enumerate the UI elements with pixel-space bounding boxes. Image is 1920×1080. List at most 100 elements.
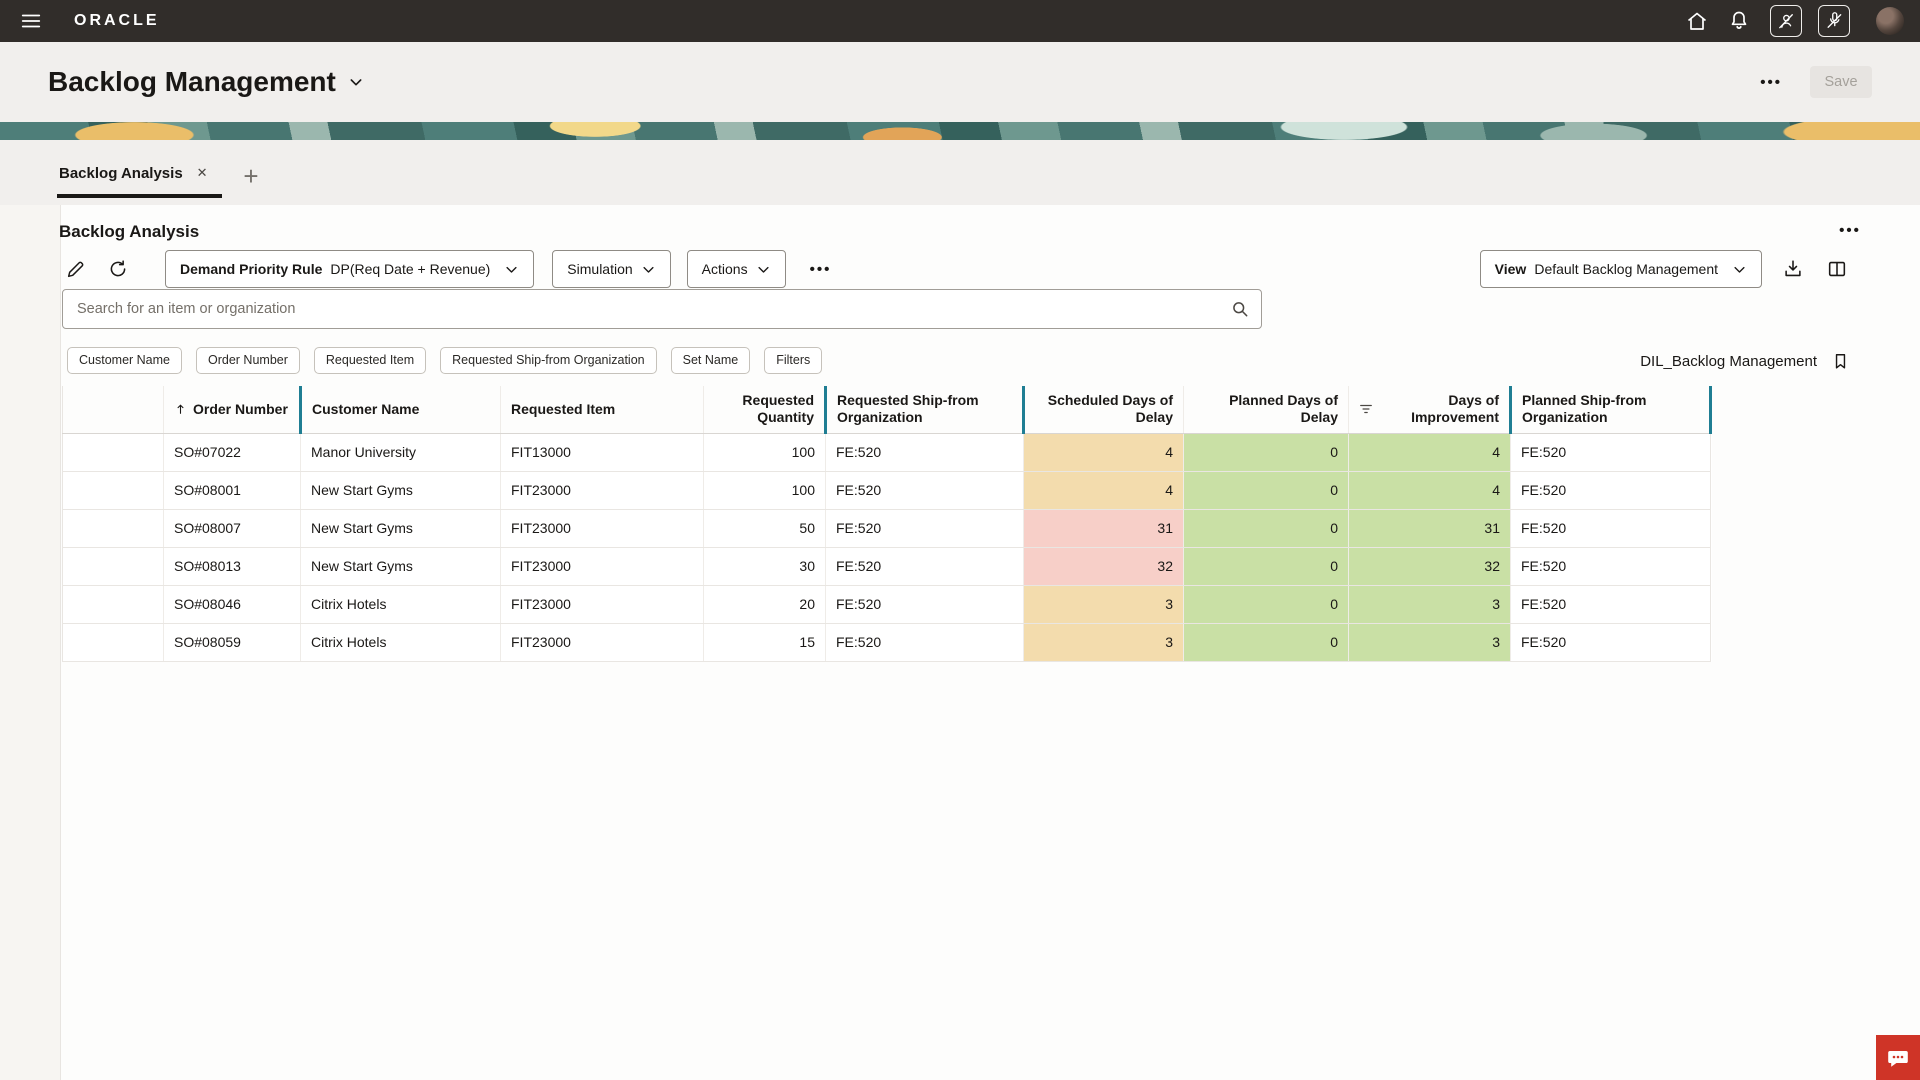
cell-planned-days-of-delay: 0 <box>1184 585 1349 623</box>
cell-requested-quantity: 20 <box>704 585 826 623</box>
section-title: Backlog Analysis <box>59 222 199 242</box>
col-header-requested-quantity[interactable]: Requested Quantity <box>704 386 826 433</box>
notifications-bell-icon[interactable] <box>1724 6 1754 36</box>
chevron-down-icon <box>504 262 519 277</box>
chip-order-number[interactable]: Order Number <box>196 347 300 374</box>
demand-priority-rule-dropdown[interactable]: Demand Priority Rule DP(Req Date + Reven… <box>165 250 534 288</box>
cell-planned-days-of-delay: 0 <box>1184 509 1349 547</box>
cell-scheduled-days-of-delay: 32 <box>1024 547 1184 585</box>
col-header-order-number[interactable]: Order Number <box>164 386 301 433</box>
chip-customer-name[interactable]: Customer Name <box>67 347 182 374</box>
tab-strip: Backlog Analysis ✕ + <box>0 140 1920 205</box>
backlog-table: Order Number Customer Name Requested Ite… <box>62 386 1712 662</box>
chip-requested-item[interactable]: Requested Item <box>314 347 426 374</box>
chat-feedback-button[interactable] <box>1876 1035 1920 1080</box>
page-overflow-menu-icon[interactable]: ••• <box>1760 75 1782 90</box>
section-overflow-menu-icon[interactable]: ••• <box>1830 214 1870 246</box>
cell-days-of-improvement: 4 <box>1349 433 1511 471</box>
bookmark-icon[interactable] <box>1831 352 1850 371</box>
col-header-requested-ship-from-organization[interactable]: Requested Ship-from Organization <box>826 386 1024 433</box>
table-row[interactable]: SO#08007 New Start Gyms FIT23000 50 FE:5… <box>63 509 1711 547</box>
cell-planned-days-of-delay: 0 <box>1184 623 1349 661</box>
cell-planned-days-of-delay: 0 <box>1184 547 1349 585</box>
split-columns-icon[interactable] <box>1824 256 1850 282</box>
decorative-banner <box>0 122 1920 140</box>
col-header-customer-name[interactable]: Customer Name <box>301 386 501 433</box>
col-header-planned-days-of-delay[interactable]: Planned Days of Delay <box>1184 386 1349 433</box>
download-icon[interactable] <box>1780 256 1806 282</box>
page-header: Backlog Management ••• Save <box>0 42 1920 122</box>
chip-set-name[interactable]: Set Name <box>671 347 751 374</box>
table-row[interactable]: SO#08059 Citrix Hotels FIT23000 15 FE:52… <box>63 623 1711 661</box>
global-topbar: ORACLE <box>0 0 1920 42</box>
cell-planned-ship-from-org: FE:520 <box>1511 585 1711 623</box>
tab-close-icon[interactable]: ✕ <box>197 165 208 181</box>
cell-requested-item: FIT23000 <box>501 585 704 623</box>
cell-requested-ship-from-org: FE:520 <box>826 433 1024 471</box>
search-icon[interactable] <box>1230 299 1250 319</box>
filter-list-icon[interactable] <box>1359 403 1373 415</box>
add-tab-button[interactable]: + <box>238 164 264 190</box>
cell-requested-quantity: 15 <box>704 623 826 661</box>
cell-customer-name: New Start Gyms <box>301 509 501 547</box>
cell-scheduled-days-of-delay: 3 <box>1024 623 1184 661</box>
cell-scheduled-days-of-delay: 31 <box>1024 509 1184 547</box>
view-dropdown[interactable]: View Default Backlog Management <box>1480 250 1762 288</box>
filter-chip-row: Customer Name Order Number Requested Ite… <box>67 347 822 374</box>
cell-customer-name: New Start Gyms <box>301 547 501 585</box>
toolbar-overflow-menu-icon[interactable]: ••• <box>810 262 832 277</box>
page-title-dropdown[interactable]: Backlog Management <box>48 66 364 98</box>
tab-backlog-analysis[interactable]: Backlog Analysis ✕ <box>57 152 222 198</box>
view-value: Default Backlog Management <box>1534 261 1718 277</box>
cell-order-number: SO#08007 <box>164 509 301 547</box>
table-row[interactable]: SO#08013 New Start Gyms FIT23000 30 FE:5… <box>63 547 1711 585</box>
cell-planned-days-of-delay: 0 <box>1184 433 1349 471</box>
cell-requested-ship-from-org: FE:520 <box>826 509 1024 547</box>
table-row[interactable]: SO#07022 Manor University FIT13000 100 F… <box>63 433 1711 471</box>
cell-planned-ship-from-org: FE:520 <box>1511 623 1711 661</box>
page-header-actions: ••• Save <box>1760 66 1872 98</box>
chip-requested-ship-from-organization[interactable]: Requested Ship-from Organization <box>440 347 656 374</box>
cell-customer-name: New Start Gyms <box>301 471 501 509</box>
cell-planned-ship-from-org: FE:520 <box>1511 433 1711 471</box>
save-button[interactable]: Save <box>1810 66 1872 98</box>
saved-search-name: DIL_Backlog Management <box>1640 353 1817 370</box>
cell-requested-item: FIT13000 <box>501 433 704 471</box>
table-row[interactable]: SO#08001 New Start Gyms FIT23000 100 FE:… <box>63 471 1711 509</box>
cell-customer-name: Citrix Hotels <box>301 585 501 623</box>
search-input[interactable] <box>62 289 1262 329</box>
home-icon[interactable] <box>1682 6 1712 36</box>
cell-order-number: SO#08059 <box>164 623 301 661</box>
cell-days-of-improvement: 31 <box>1349 509 1511 547</box>
col-header-requested-item[interactable]: Requested Item <box>501 386 704 433</box>
refresh-icon[interactable] <box>105 256 131 282</box>
cell-requested-quantity: 30 <box>704 547 826 585</box>
search-bar <box>62 289 1262 329</box>
saved-search: DIL_Backlog Management <box>1640 347 1850 375</box>
col-header-planned-ship-from-organization[interactable]: Planned Ship-from Organization <box>1511 386 1711 433</box>
cell-requested-quantity: 50 <box>704 509 826 547</box>
col-header-rowselect[interactable] <box>63 386 164 433</box>
edit-pencil-icon[interactable] <box>63 256 89 282</box>
page-title: Backlog Management <box>48 66 336 98</box>
actions-dropdown[interactable]: Actions <box>687 250 786 288</box>
cell-order-number: SO#07022 <box>164 433 301 471</box>
chip-filters[interactable]: Filters <box>764 347 822 374</box>
voice-mic-off-button[interactable] <box>1818 5 1850 37</box>
chat-bubble-icon <box>1885 1045 1911 1071</box>
chevron-down-icon <box>641 262 656 277</box>
user-avatar[interactable] <box>1876 7 1904 35</box>
col-header-scheduled-days-of-delay[interactable]: Scheduled Days of Delay <box>1024 386 1184 433</box>
chevron-down-icon <box>756 262 771 277</box>
table-row[interactable]: SO#08046 Citrix Hotels FIT23000 20 FE:52… <box>63 585 1711 623</box>
cell-requested-ship-from-org: FE:520 <box>826 471 1024 509</box>
impersonation-off-button[interactable] <box>1770 5 1802 37</box>
toolbar: Demand Priority Rule DP(Req Date + Reven… <box>63 250 831 288</box>
hamburger-menu-icon[interactable] <box>20 9 44 33</box>
chevron-down-icon <box>1732 262 1747 277</box>
view-label: View <box>1495 261 1527 277</box>
cell-days-of-improvement: 3 <box>1349 585 1511 623</box>
cell-scheduled-days-of-delay: 4 <box>1024 471 1184 509</box>
simulation-dropdown[interactable]: Simulation <box>552 250 670 288</box>
col-header-days-of-improvement[interactable]: Days of Improvement <box>1349 386 1511 433</box>
